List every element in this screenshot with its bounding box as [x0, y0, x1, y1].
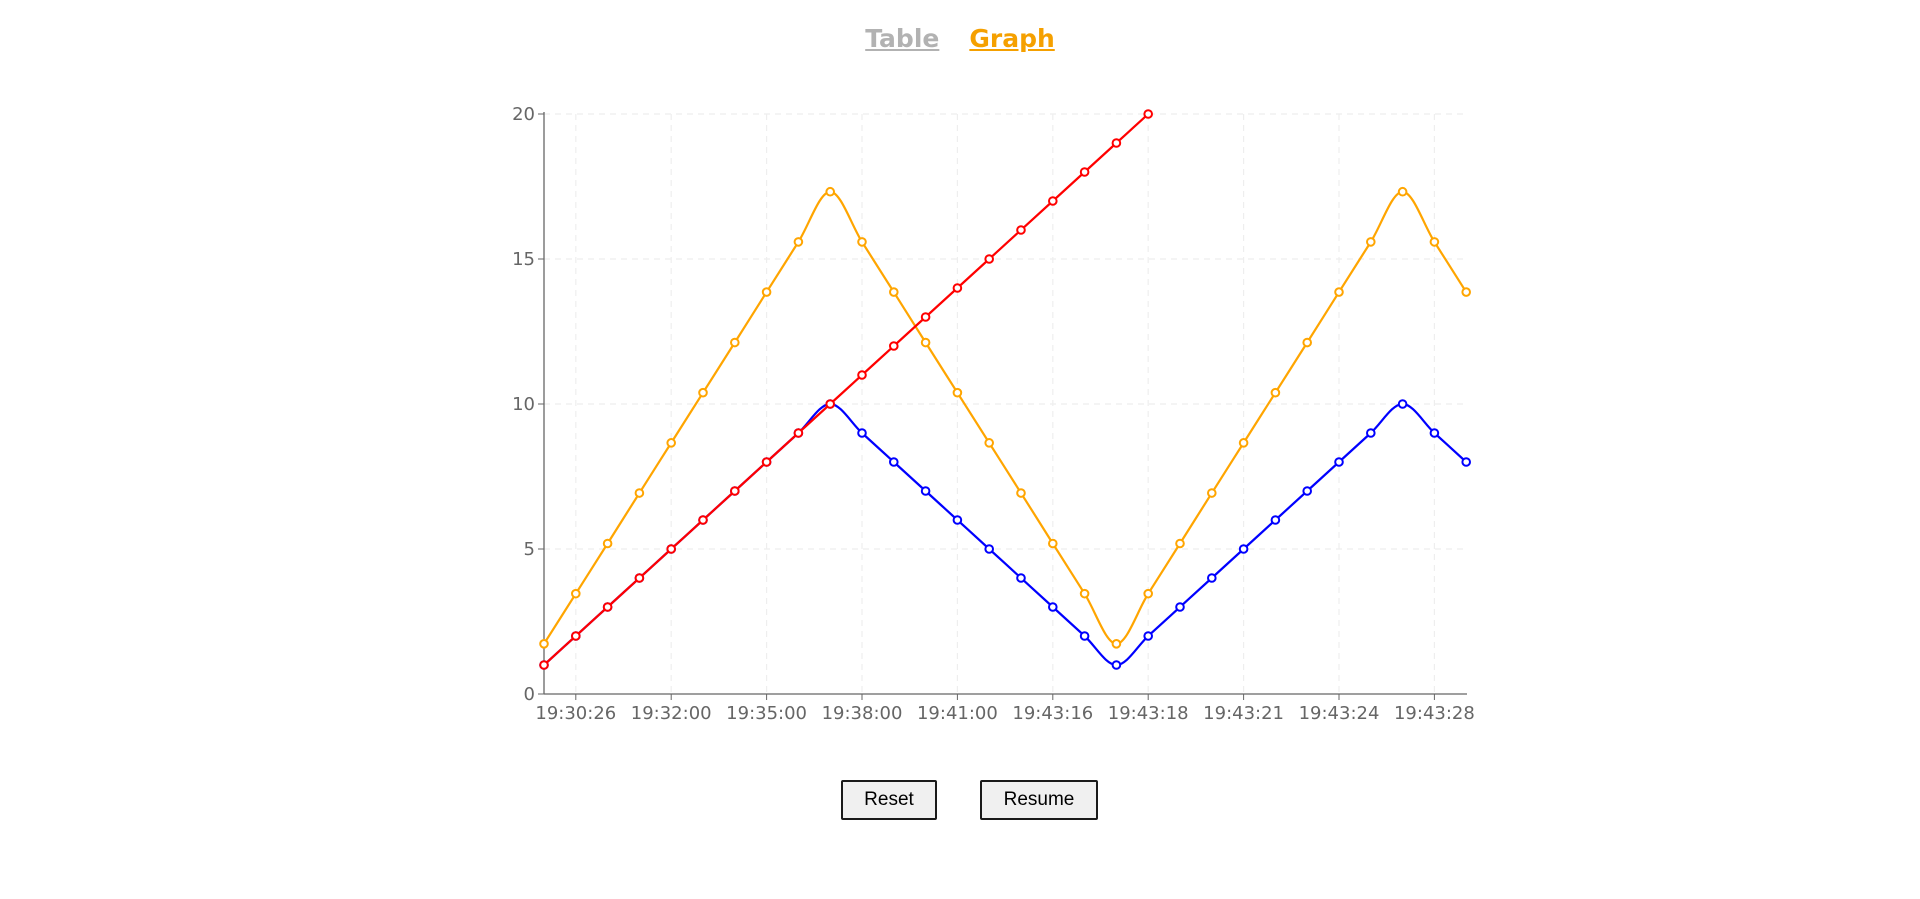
data-point [920, 337, 931, 348]
data-point [1429, 237, 1440, 247]
x-tick-label: 19:43:24 [1299, 703, 1380, 724]
x-tick-label: 19:32:00 [631, 703, 712, 724]
data-point [761, 457, 772, 467]
data-point [1366, 428, 1376, 438]
data-point [1016, 573, 1026, 583]
data-point [571, 631, 581, 641]
data-point [1048, 196, 1058, 206]
series-0 [539, 186, 1471, 649]
x-tick-label: 19:43:18 [1108, 703, 1189, 724]
data-point [1079, 631, 1090, 641]
data-point [1238, 438, 1249, 448]
series-1 [539, 399, 1471, 670]
data-point [1302, 486, 1312, 496]
data-point [539, 639, 549, 649]
data-point [857, 237, 867, 247]
series-line [543, 113, 1149, 666]
chart-series [539, 109, 1471, 670]
data-point [1461, 457, 1471, 467]
line-chart: 0 5 10 15 20 19:30:26 19:32:00 19:35:00 19:38:00… [512, 104, 1475, 724]
data-point [634, 488, 645, 498]
data-point [825, 399, 836, 409]
data-point [666, 438, 677, 448]
data-point [634, 573, 645, 583]
tab-graph[interactable]: Graph [969, 24, 1055, 53]
reset-button[interactable]: Reset [841, 780, 937, 820]
data-point [1366, 237, 1376, 247]
data-point [602, 538, 613, 549]
x-tick-label: 19:30:26 [535, 703, 616, 724]
chart-grid [544, 113, 1467, 694]
data-point [984, 254, 995, 264]
data-point [1016, 225, 1026, 235]
y-tick-label: 0 [524, 684, 535, 705]
x-tick-label: 19:38:00 [822, 703, 903, 724]
data-point [1334, 457, 1344, 467]
data-point [889, 457, 899, 467]
data-point [825, 186, 836, 197]
data-point [1143, 109, 1153, 119]
data-point [698, 387, 708, 398]
data-point [1016, 488, 1026, 498]
data-point [984, 544, 995, 554]
y-tick-label: 15 [512, 249, 535, 270]
data-point [1397, 399, 1408, 409]
data-point [1334, 287, 1344, 297]
data-point [793, 428, 804, 438]
resume-button[interactable]: Resume [980, 780, 1098, 820]
data-point [730, 337, 740, 348]
data-point [602, 602, 613, 612]
data-point [1397, 186, 1408, 197]
data-point [1079, 588, 1090, 599]
data-point [666, 544, 677, 554]
x-tick-label: 19:35:00 [726, 703, 807, 724]
data-point [1079, 167, 1090, 177]
data-point [1048, 538, 1058, 549]
data-point [1175, 602, 1185, 612]
data-point [1429, 428, 1440, 438]
data-point [1207, 488, 1217, 498]
data-point [1143, 631, 1153, 641]
x-tick-label: 19:41:00 [917, 703, 998, 724]
data-point [984, 438, 995, 448]
tab-table[interactable]: Table [865, 24, 940, 53]
data-point [1207, 573, 1217, 583]
data-point [730, 486, 740, 496]
series-line [543, 402, 1467, 667]
data-point [889, 341, 899, 351]
data-point [1048, 602, 1058, 612]
x-tick-label: 19:43:16 [1012, 703, 1093, 724]
data-point [857, 370, 867, 380]
data-point [1238, 544, 1249, 554]
data-point [698, 515, 708, 525]
data-point [1111, 660, 1122, 670]
y-tick-label: 5 [524, 539, 535, 560]
data-point [1270, 515, 1281, 525]
data-point [1302, 337, 1312, 348]
view-tabs: Table Graph [0, 24, 1920, 60]
data-point [920, 312, 931, 322]
data-point [1143, 588, 1153, 599]
data-point [952, 515, 963, 525]
data-point [1461, 287, 1471, 297]
data-point [857, 428, 867, 438]
data-point [539, 660, 549, 670]
y-tick-label: 10 [512, 394, 535, 415]
data-point [793, 237, 804, 247]
data-point [1111, 639, 1122, 649]
series-2 [539, 109, 1153, 670]
data-point [1111, 138, 1122, 148]
data-point [1175, 538, 1185, 549]
data-point [920, 486, 931, 496]
data-point [952, 387, 963, 398]
x-tick-label: 19:43:28 [1394, 703, 1475, 724]
x-tick-label: 19:43:21 [1203, 703, 1284, 724]
data-point [952, 283, 963, 293]
data-point [1270, 387, 1281, 398]
chart-axes: 0 5 10 15 20 19:30:26 19:32:00 19:35:00 19:38:00… [512, 104, 1475, 724]
data-point [889, 287, 899, 297]
y-tick-label: 20 [512, 104, 535, 125]
data-point [761, 287, 772, 297]
data-point [571, 588, 581, 599]
